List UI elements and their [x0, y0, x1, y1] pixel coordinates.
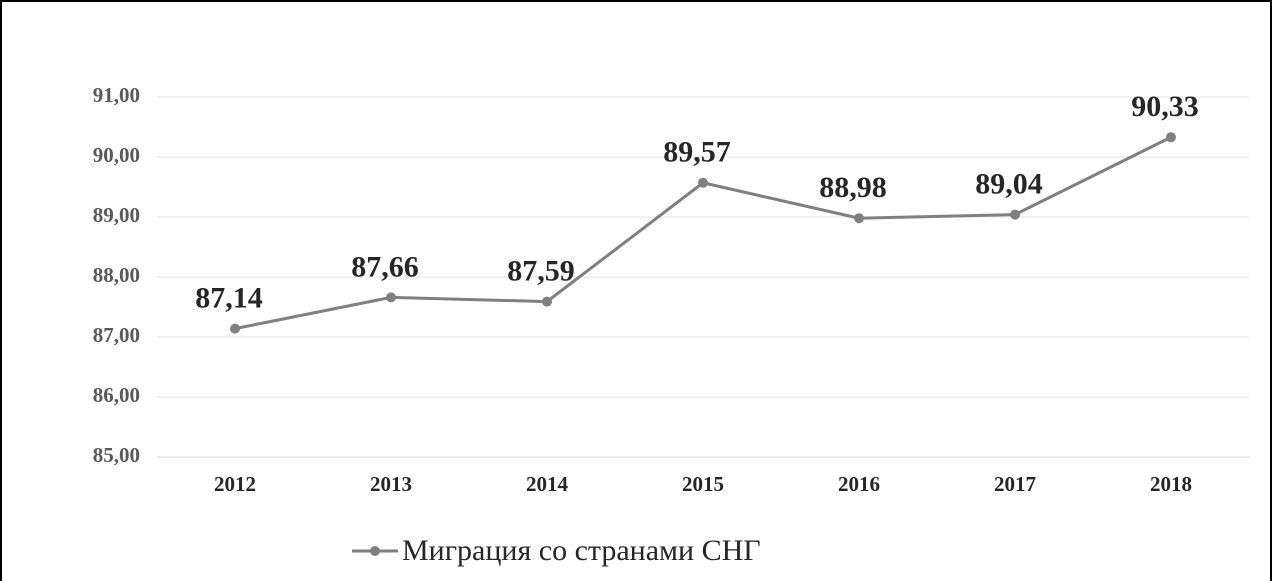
data-point — [1166, 132, 1176, 143]
data-label: 88,98 — [819, 171, 887, 204]
x-tick-label: 2012 — [214, 472, 256, 496]
data-point — [386, 292, 396, 303]
data-point — [1010, 209, 1020, 220]
data-label: 87,66 — [351, 250, 419, 283]
x-tick-label: 2018 — [1150, 472, 1192, 496]
data-label: 89,04 — [975, 167, 1043, 200]
data-label: 90,33 — [1131, 90, 1199, 123]
y-tick-label: 89,00 — [93, 203, 140, 227]
data-label: 87,14 — [195, 281, 263, 314]
data-point — [698, 177, 708, 188]
data-label: 89,57 — [663, 136, 731, 169]
y-tick-label: 91,00 — [93, 83, 140, 107]
x-tick-label: 2013 — [370, 472, 412, 496]
legend-label: Миграция со странами СНГ — [402, 534, 761, 567]
x-tick-label: 2016 — [838, 472, 880, 496]
x-tick-label: 2014 — [526, 472, 569, 496]
y-tick-label: 86,00 — [93, 383, 140, 407]
x-tick-label: 2015 — [682, 472, 724, 496]
y-tick-label: 88,00 — [93, 263, 140, 287]
y-tick-label: 90,00 — [93, 143, 140, 167]
data-point — [854, 213, 864, 224]
legend-marker — [370, 546, 380, 556]
y-tick-label: 85,00 — [93, 443, 140, 467]
data-point — [542, 296, 552, 307]
y-tick-label: 87,00 — [93, 323, 140, 347]
x-tick-label: 2017 — [994, 472, 1036, 496]
data-label: 87,59 — [507, 254, 575, 287]
data-point — [230, 323, 240, 334]
